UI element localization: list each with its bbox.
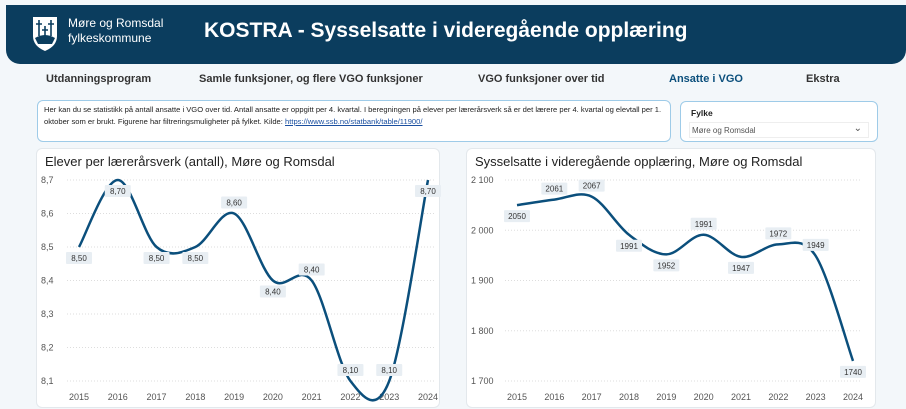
data-label-bg — [221, 196, 248, 209]
data-label-bg — [616, 239, 642, 252]
x-tick-label: 2015 — [507, 392, 527, 402]
data-label-bg — [337, 364, 364, 376]
y-tick-label: 8,7 — [41, 175, 54, 185]
data-label-bg — [298, 263, 325, 276]
data-label-bg — [728, 261, 754, 274]
y-tick-label: 8,6 — [41, 209, 54, 219]
x-tick-label: 2016 — [108, 392, 128, 402]
y-tick-label: 1 800 — [471, 326, 494, 336]
series-line — [516, 193, 855, 362]
x-tick-label: 2023 — [806, 392, 826, 402]
data-label: 1740 — [844, 368, 862, 377]
series-line — [77, 178, 430, 402]
data-label: 1952 — [657, 261, 675, 270]
data-label: 8,60 — [226, 199, 242, 208]
x-tick-label: 2016 — [544, 392, 564, 402]
chart-title: Sysselsatte i videregående opplæring, Mø… — [475, 154, 803, 169]
org-name: Møre og Romsdal fylkeskommune — [68, 16, 163, 46]
data-label: 8,70 — [420, 187, 436, 196]
data-label-bg — [66, 252, 92, 264]
data-label: 1947 — [732, 264, 750, 273]
data-label: 8,50 — [71, 254, 87, 263]
y-tick-label: 8,4 — [41, 276, 54, 286]
x-tick-label: 2024 — [843, 392, 863, 402]
data-label-bg — [415, 185, 441, 197]
chart-title: Elever per lærerårsverk (antall), Møre o… — [45, 154, 335, 169]
data-label: 1991 — [620, 242, 638, 251]
data-label: 1991 — [695, 220, 713, 229]
chart-card-elever-per-laererarsverk: Elever per lærerårsverk (antall), Møre o… — [36, 148, 441, 408]
y-tick-label: 8,1 — [41, 376, 54, 386]
data-label: 2067 — [583, 182, 601, 191]
header-bar: Møre og Romsdal fylkeskommune KOSTRA - Sy… — [6, 5, 906, 64]
data-label-bg — [578, 179, 605, 192]
tab-ekstra[interactable]: Ekstra — [806, 73, 840, 85]
y-tick-label: 1 900 — [471, 276, 494, 286]
page-title: KOSTRA - Sysselsatte i videregående oppl… — [204, 19, 688, 42]
data-label: 8,50 — [149, 254, 165, 263]
fylke-dropdown[interactable]: Møre og Romsdal ⌄ — [689, 122, 869, 138]
data-label-bg — [504, 210, 530, 223]
x-tick-label: 2023 — [379, 392, 399, 402]
data-label: 8,50 — [188, 254, 204, 263]
line-chart: 1 700 1 800 1 900 2 000 2 100 2015 2016 2017 201… — [471, 175, 866, 402]
x-tick-label: 2019 — [656, 392, 676, 402]
x-tick-label: 2015 — [69, 392, 89, 402]
fylke-filter: Fylke Møre og Romsdal ⌄ — [680, 101, 878, 142]
data-label-bg — [765, 227, 792, 240]
data-label-bg — [690, 217, 717, 230]
y-tick-label: 8,5 — [41, 242, 54, 252]
data-label: 8,40 — [265, 288, 281, 297]
data-label-bg — [802, 238, 829, 251]
data-label: 2050 — [508, 212, 526, 221]
tab-samle-funksjoner[interactable]: Samle funksjoner, og flere VGO funksjone… — [199, 73, 423, 85]
x-tick-label: 2024 — [418, 392, 438, 402]
filter-label: Fylke — [691, 108, 713, 118]
data-label: 8,10 — [381, 366, 397, 375]
x-tick-label: 2022 — [768, 392, 788, 402]
data-label-bg — [259, 285, 286, 298]
x-tick-label: 2022 — [340, 392, 360, 402]
y-tick-label: 8,2 — [41, 343, 54, 353]
info-box: Her kan du se statistikk på antall ansat… — [37, 100, 671, 142]
data-label: 8,40 — [304, 266, 320, 275]
data-label-bg — [840, 365, 866, 378]
chart-card-sysselsatte: Sysselsatte i videregående opplæring, Mø… — [466, 148, 876, 408]
x-tick-label: 2017 — [582, 392, 602, 402]
data-label-bg — [182, 252, 209, 264]
data-label: 2061 — [545, 185, 563, 194]
coat-of-arms-logo — [33, 17, 57, 51]
org-line1: Møre og Romsdal — [68, 16, 164, 30]
tab-vgo-funksjoner-over-tid[interactable]: VGO funksjoner over tid — [478, 73, 605, 85]
line-chart: 8,1 8,2 8,3 8,4 8,5 8,6 8,7 2015 2016 2017 2018 201… — [41, 175, 441, 402]
x-tick-label: 2019 — [224, 392, 244, 402]
x-tick-label: 2018 — [619, 392, 639, 402]
x-tick-label: 2020 — [263, 392, 283, 402]
x-tick-label: 2021 — [302, 392, 322, 402]
data-label-bg — [653, 259, 680, 272]
org-line2: fylkeskommune — [68, 31, 152, 45]
x-tick-label: 2021 — [731, 392, 751, 402]
data-label: 1949 — [807, 241, 825, 250]
chevron-down-icon: ⌄ — [853, 123, 862, 134]
y-tick-label: 8,3 — [41, 309, 54, 319]
info-text: Her kan du se statistikk på antall ansat… — [44, 105, 662, 126]
tab-utdanningsprogram[interactable]: Utdanningsprogram — [46, 73, 152, 85]
x-tick-label: 2018 — [185, 392, 205, 402]
tab-ansatte-i-vgo[interactable]: Ansatte i VGO — [669, 73, 743, 85]
x-tick-label: 2017 — [147, 392, 167, 402]
data-label: 8,70 — [110, 187, 126, 196]
x-tick-label: 2020 — [694, 392, 714, 402]
y-tick-label: 2 100 — [471, 175, 494, 185]
source-link[interactable]: https://www.ssb.no/statbank/table/11900/ — [285, 117, 423, 126]
data-label-bg — [104, 185, 131, 197]
data-label-bg — [376, 364, 403, 376]
data-label: 8,10 — [343, 366, 359, 375]
dropdown-value: Møre og Romsdal — [692, 126, 756, 135]
y-tick-label: 2 000 — [471, 225, 494, 235]
data-label-bg — [541, 182, 568, 195]
data-label: 1972 — [769, 229, 787, 238]
data-label-bg — [143, 252, 170, 264]
y-tick-label: 1 700 — [471, 376, 494, 386]
